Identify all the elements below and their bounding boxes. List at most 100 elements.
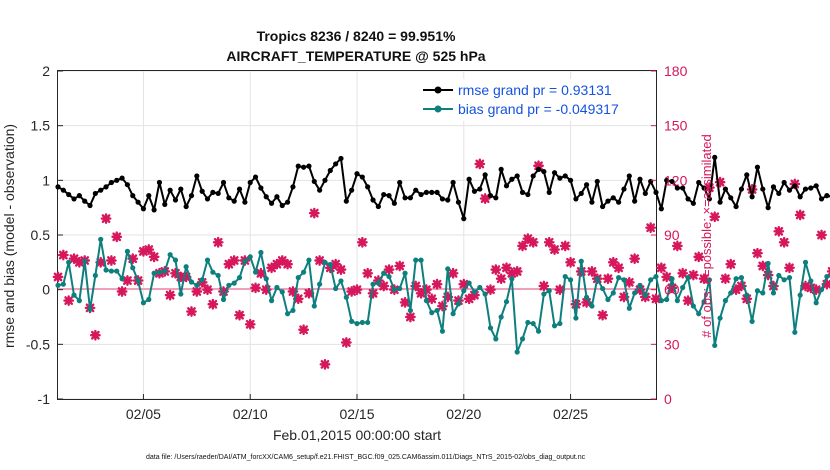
bias-point — [135, 278, 141, 284]
rmse-point — [557, 175, 563, 181]
obs-assimilated-marker — [597, 309, 609, 321]
bias-point — [770, 290, 777, 296]
bias-point — [343, 294, 349, 300]
obs-assimilated-marker — [570, 298, 582, 310]
obs-assimilated-marker — [736, 280, 747, 292]
axis-ticks: -1 -0.5 0 0.5 1 1.5 2 0 30 60 90 120 150 180 02/05 02/1… — [26, 63, 688, 422]
bias-point — [749, 318, 755, 324]
rmse-point — [765, 205, 771, 211]
y-tick-label: 1 — [42, 172, 50, 188]
rmse-point — [338, 155, 344, 162]
rmse-point — [680, 185, 686, 191]
bias-point — [87, 306, 93, 312]
obs-assimilated-marker — [170, 267, 181, 279]
obs-assimilated-marker — [762, 269, 774, 281]
rmse-point — [413, 187, 419, 193]
obs-assimilated-marker — [533, 160, 544, 172]
bias-point — [311, 303, 317, 309]
rmse-point — [215, 190, 221, 197]
rmse-point — [808, 185, 814, 191]
obs-assimilated-marker — [255, 267, 267, 279]
rmse-point — [503, 183, 510, 189]
bias-point — [461, 288, 467, 294]
rmse-point — [610, 195, 616, 201]
obs-assimilated-marker — [720, 273, 731, 285]
bias-point — [434, 307, 440, 314]
bias-point — [327, 261, 333, 268]
rmse-point — [519, 189, 526, 195]
obs-assimilated-marker — [143, 244, 155, 255]
obs-assimilated-marker — [319, 358, 331, 370]
bias-point — [466, 280, 472, 286]
rmse-point — [786, 187, 793, 193]
obs-assimilated-marker — [202, 284, 213, 296]
bias-point — [637, 282, 643, 288]
bias-point — [204, 257, 211, 263]
bias-point — [808, 278, 814, 284]
rmse-point — [183, 203, 189, 210]
obs-assimilated-marker — [111, 231, 123, 243]
bias-point — [813, 300, 819, 306]
obs-assimilated-marker — [794, 209, 806, 221]
bias-point — [55, 282, 61, 288]
bias-point — [215, 272, 221, 279]
obs-assimilated-marker — [816, 229, 827, 241]
bias-point — [674, 298, 680, 304]
bias-point — [450, 311, 456, 317]
bias-point — [525, 319, 531, 326]
bias-point — [301, 269, 307, 275]
rmse-point — [194, 173, 200, 179]
rmse-point — [167, 187, 173, 193]
rmse-point — [375, 203, 381, 210]
rmse-point — [690, 200, 696, 206]
obs-assimilated-marker — [73, 256, 85, 268]
bias-point — [658, 298, 664, 304]
bias-point — [156, 269, 163, 275]
rmse-point — [407, 195, 413, 201]
obs-assimilated-marker — [421, 284, 432, 296]
obs-assimilated-marker — [186, 306, 197, 317]
obs-assimilated-marker — [506, 267, 518, 279]
bias-point — [621, 277, 627, 283]
rmse-point — [108, 179, 114, 186]
rmse-point — [583, 182, 590, 188]
bias-point — [712, 342, 718, 349]
x-tick-label: 02/10 — [233, 406, 268, 422]
bias-point — [605, 296, 611, 303]
bias-point — [567, 277, 574, 283]
bias-point — [717, 315, 723, 321]
obs-assimilated-marker — [586, 266, 598, 277]
rmse-point — [60, 187, 66, 193]
obs-assimilated-marker — [559, 240, 571, 252]
rmse-point — [674, 185, 680, 191]
rmse-point — [146, 193, 152, 199]
obs-assimilated-marker — [725, 258, 737, 270]
x-axis-label: Feb.01,2015 00:00:00 start — [273, 427, 441, 443]
bias-point — [365, 319, 371, 326]
obs-assimilated-marker — [757, 260, 769, 272]
rmse-point — [311, 178, 317, 185]
rmse-point — [722, 186, 729, 192]
bias-point — [664, 296, 670, 303]
obs-assimilated-marker — [330, 258, 342, 270]
bias-point — [402, 270, 408, 276]
obs-assimilated-marker — [565, 256, 576, 268]
rmse-point — [578, 190, 584, 197]
rmse-point — [391, 200, 397, 206]
rmse-point — [818, 196, 825, 202]
obs-assimilated-marker — [527, 236, 539, 248]
rmse-point — [274, 194, 280, 200]
rmse-point — [295, 163, 301, 169]
rmse-point — [706, 196, 712, 202]
y2-tick-label: 90 — [664, 227, 680, 243]
obs-assimilated-marker — [164, 289, 176, 301]
rmse-point — [439, 196, 446, 202]
rmse-point — [306, 163, 312, 169]
rmse-point — [333, 161, 339, 167]
obs-assimilated-marker — [501, 262, 512, 274]
rmse-point — [252, 174, 259, 180]
obs-assimilated-marker — [335, 264, 347, 276]
y2-axis-label: # of obs: o=possible; ×=assimilated — [699, 134, 714, 337]
y2-tick-label: 0 — [664, 391, 672, 407]
bias-point — [519, 336, 526, 342]
